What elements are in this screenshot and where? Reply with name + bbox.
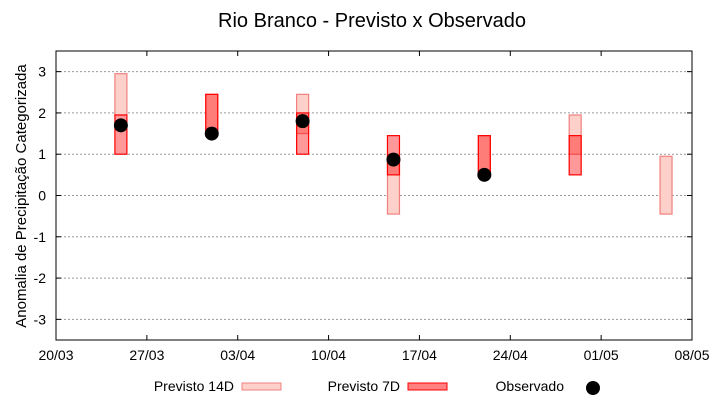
x-tick-label: 01/05 xyxy=(584,347,619,363)
y-tick-label: -3 xyxy=(34,311,47,327)
chart-title: Rio Branco - Previsto x Observado xyxy=(218,10,526,32)
bar-previsto-14d xyxy=(568,114,582,155)
x-tick-label: 03/04 xyxy=(220,347,255,363)
y-tick-label: -1 xyxy=(34,229,47,245)
legend-label-14d: Previsto 14D xyxy=(154,378,234,394)
legend-swatch-14d xyxy=(241,382,282,391)
point-observado xyxy=(204,126,219,141)
legend-swatch-observado xyxy=(586,381,600,395)
y-tick-label: 2 xyxy=(38,105,46,121)
bar-previsto-14d xyxy=(114,73,128,116)
legend-label-observado: Observado xyxy=(496,378,565,394)
x-tick-label: 20/03 xyxy=(38,347,73,363)
bar-previsto-7d xyxy=(568,135,582,176)
x-tick-label: 17/04 xyxy=(402,347,437,363)
bar-previsto-14d xyxy=(659,155,673,215)
legend-label-7d: Previsto 7D xyxy=(328,378,400,394)
point-observado xyxy=(477,167,492,182)
y-tick-label: 3 xyxy=(38,64,46,80)
y-tick-label: 1 xyxy=(38,146,46,162)
y-tick-label: 0 xyxy=(38,188,46,204)
y-axis-label: Anomalia de Precipitação Categorizada xyxy=(13,64,30,328)
legend-swatch-7d xyxy=(407,382,448,391)
point-observado xyxy=(113,118,128,133)
x-tick-label: 10/04 xyxy=(311,347,346,363)
point-observado xyxy=(386,152,401,167)
x-tick-label: 27/03 xyxy=(129,347,164,363)
point-observado xyxy=(295,114,310,129)
y-tick-label: -2 xyxy=(34,270,47,286)
x-tick-label: 08/05 xyxy=(674,347,709,363)
x-tick-label: 24/04 xyxy=(493,347,528,363)
